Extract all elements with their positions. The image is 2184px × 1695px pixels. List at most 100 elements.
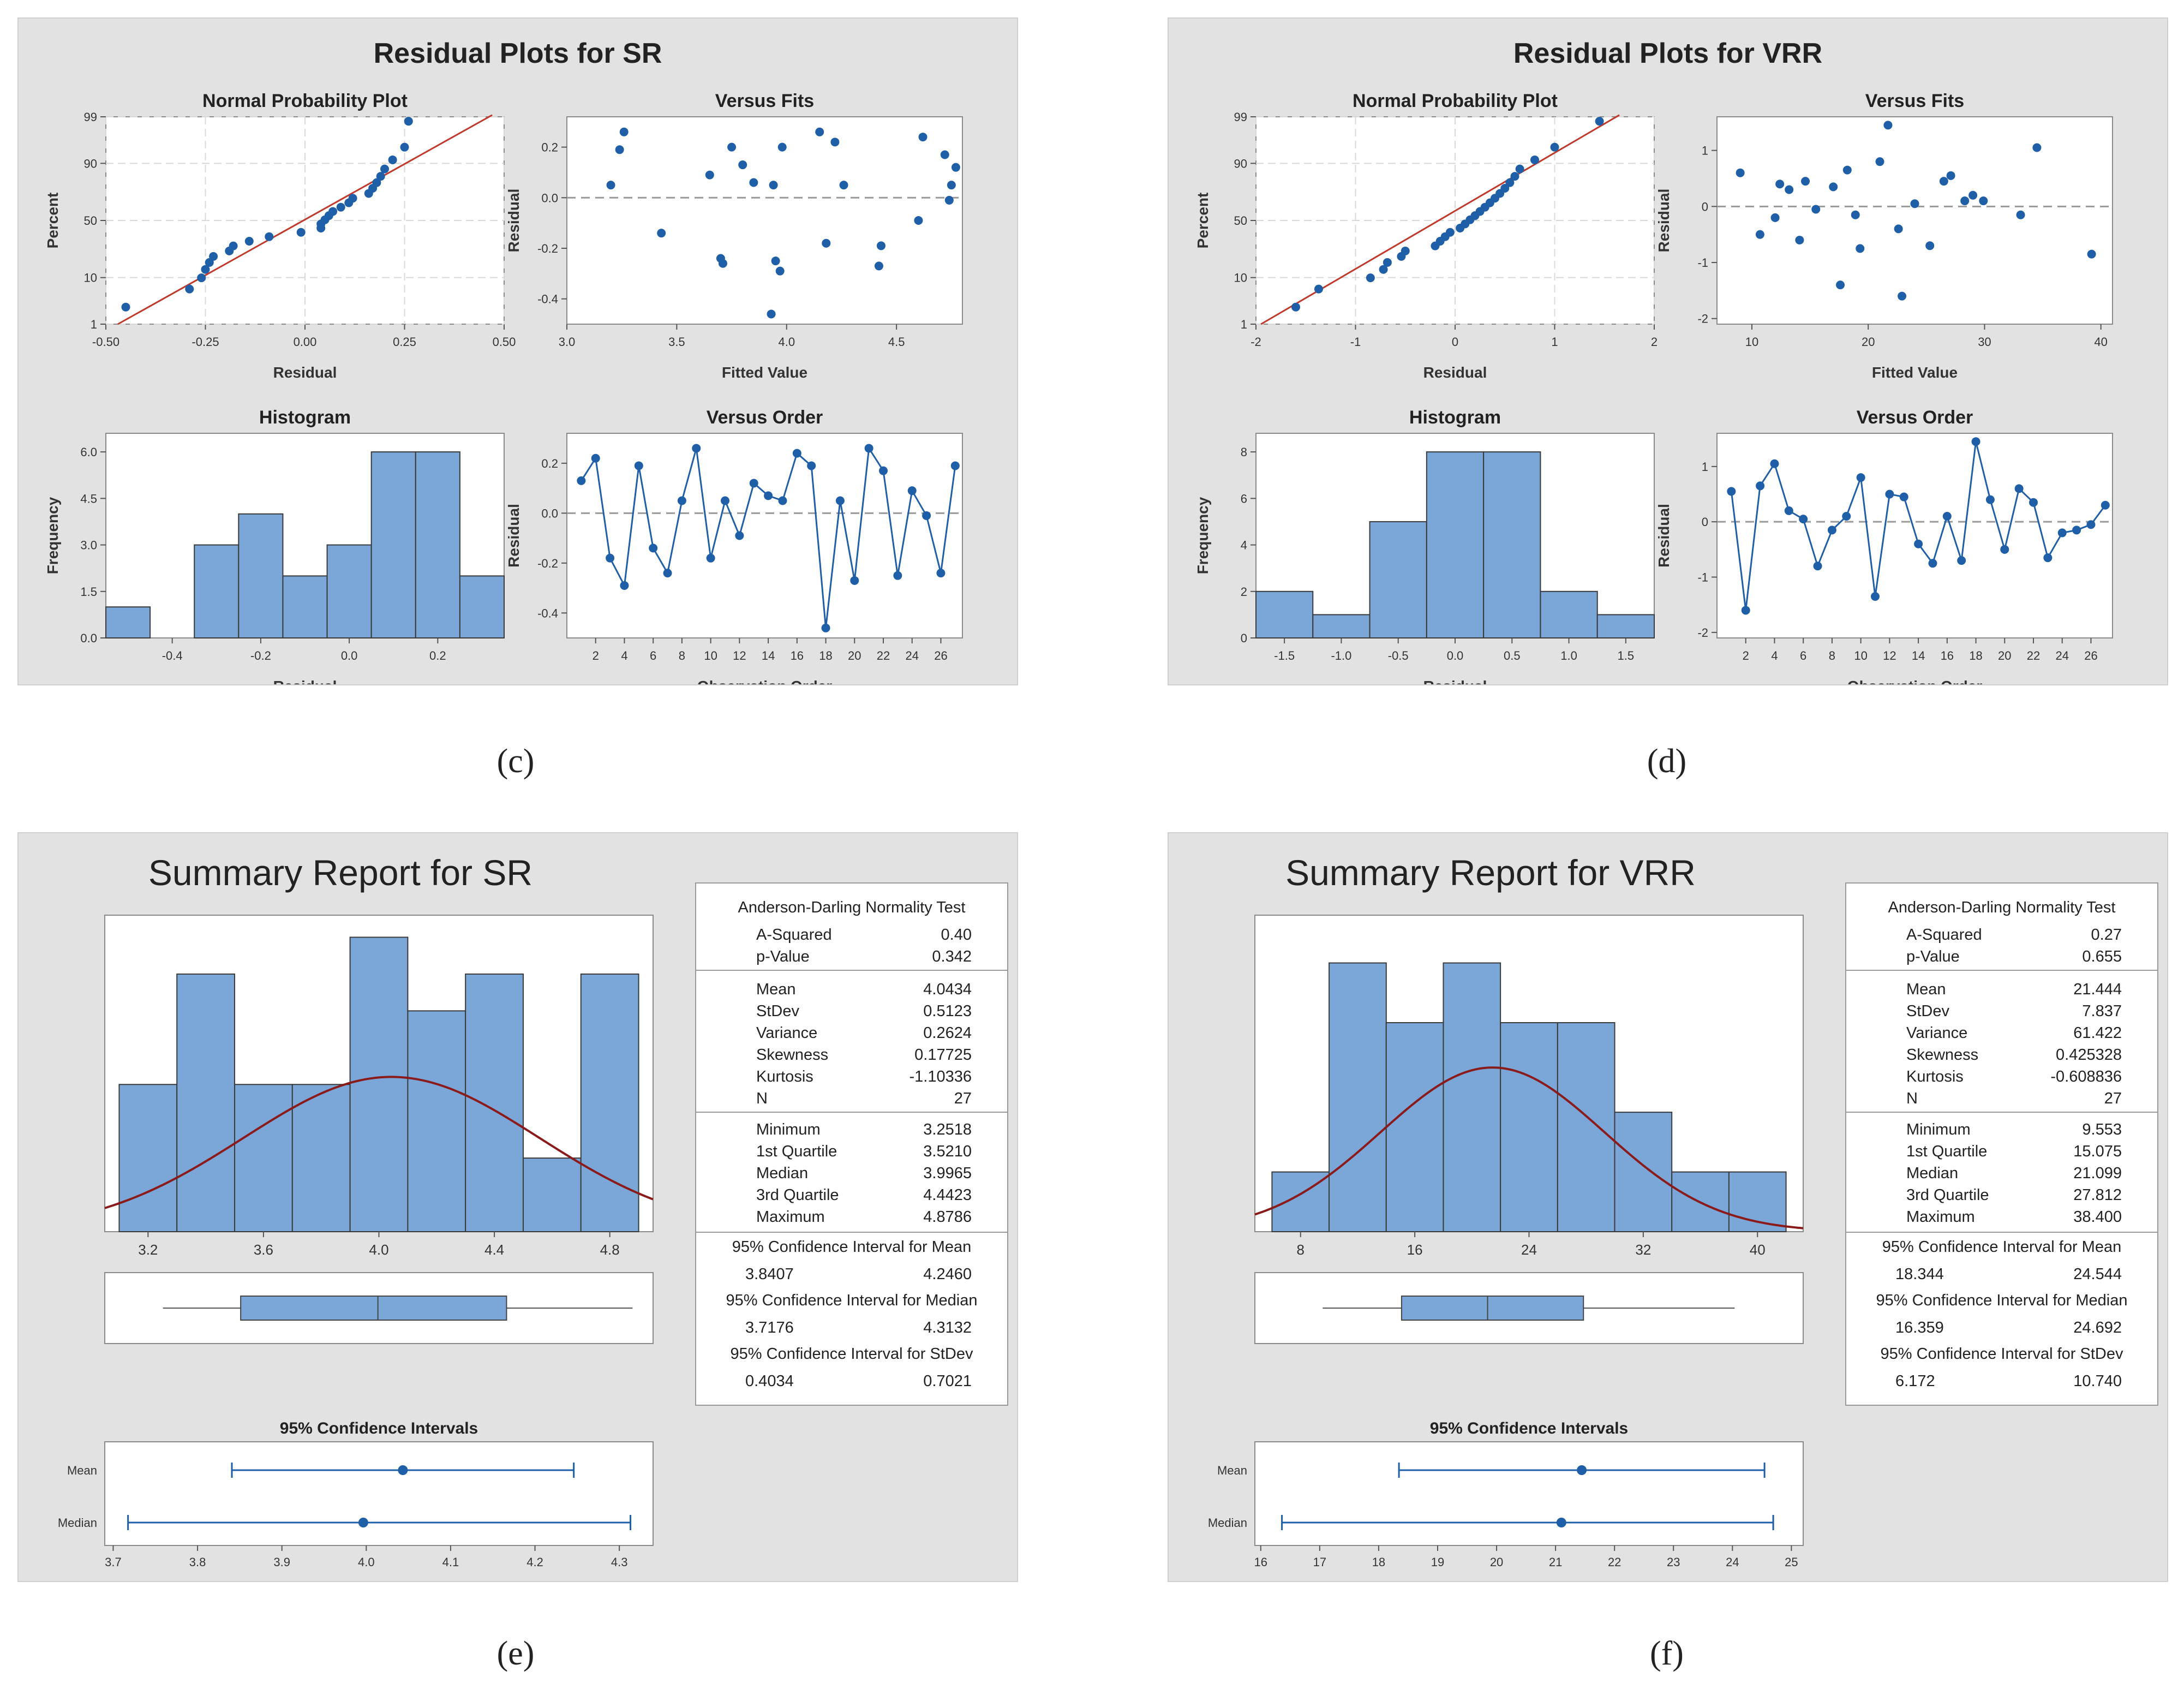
a-squared-value: 0.27 <box>2091 926 2122 944</box>
x-tick-label: -0.2 <box>250 649 271 663</box>
data-point <box>1784 506 1793 515</box>
ci-high-value: 4.2460 <box>923 1266 972 1283</box>
y-tick-label: 90 <box>84 157 97 170</box>
x-tick-label: 25 <box>1785 1555 1798 1569</box>
histogram-bar <box>407 1010 466 1232</box>
data-point <box>1925 241 1935 250</box>
data-point <box>1827 526 1836 535</box>
ci-low-value: 16.359 <box>1895 1319 1944 1336</box>
data-point <box>229 241 238 250</box>
ad-test-title: Anderson-Darling Normality Test <box>738 899 966 916</box>
x-tick-label: 18 <box>1372 1555 1385 1569</box>
data-point <box>1957 556 1966 565</box>
ci-low-value: 0.4034 <box>745 1372 794 1390</box>
y-tick-label: 2 <box>1241 585 1247 599</box>
data-point <box>1314 284 1323 294</box>
y-tick-label: -1 <box>1697 571 1708 584</box>
data-point <box>2016 210 2025 219</box>
x-tick-label: 0.2 <box>429 649 446 663</box>
data-point <box>2072 526 2081 535</box>
histogram-bar <box>459 575 505 639</box>
subplot-title: Versus Fits <box>715 91 814 111</box>
y-tick-label: 1 <box>1241 318 1247 331</box>
data-point <box>1894 224 1903 234</box>
data-point <box>1942 512 1952 521</box>
x-axis-label: Residual <box>273 364 337 381</box>
data-point <box>821 623 830 632</box>
stat-value: 27.812 <box>2073 1186 2122 1204</box>
x-tick-label: 40 <box>2094 335 2107 349</box>
histogram-bar <box>1312 614 1371 638</box>
x-tick-label: 8 <box>679 649 685 663</box>
stat-value: 4.4423 <box>923 1186 972 1204</box>
stat-value: 4.8786 <box>923 1208 972 1226</box>
histogram-bar <box>326 544 372 639</box>
x-tick-label: -1 <box>1350 335 1361 349</box>
ci-estimate <box>398 1465 408 1475</box>
data-point <box>649 544 658 553</box>
x-tick-label: 4.8 <box>600 1242 620 1258</box>
plot-area <box>1716 433 2113 638</box>
data-point <box>1842 512 1851 521</box>
y-tick-label: 99 <box>1234 110 1247 124</box>
y-tick-label: -2 <box>1697 626 1708 640</box>
data-point <box>1770 213 1780 222</box>
stat-label: Median <box>1906 1165 1959 1182</box>
x-tick-label: -1.0 <box>1331 649 1351 663</box>
data-point <box>209 252 218 261</box>
ci-label: 95% Confidence Interval for Median <box>1876 1292 2128 1309</box>
x-tick-label: 20 <box>1862 335 1875 349</box>
x-tick-label: 10 <box>1745 335 1758 349</box>
x-tick-label: -1.5 <box>1274 649 1295 663</box>
x-tick-label: 4.5 <box>888 335 905 349</box>
data-point <box>1505 178 1515 187</box>
y-tick-label: 0.2 <box>541 141 558 154</box>
data-point <box>2029 498 2038 507</box>
a-squared-label: A-Squared <box>756 926 832 944</box>
data-point <box>2043 553 2053 563</box>
subplot-title: Versus Order <box>1857 407 1973 428</box>
divider <box>696 1112 1007 1113</box>
y-axis-label: Residual <box>505 189 522 253</box>
y-tick-label: 10 <box>84 271 97 285</box>
data-point <box>2000 545 2009 554</box>
x-tick-label: 2 <box>1743 649 1749 663</box>
data-point <box>1842 165 1852 175</box>
a-squared-label: A-Squared <box>1906 926 1982 944</box>
stat-value: 7.837 <box>2082 1002 2122 1020</box>
data-point <box>1799 515 1808 524</box>
x-axis-label: Fitted Value <box>722 364 807 381</box>
y-tick-label: 8 <box>1241 445 1247 459</box>
stat-value: 3.9965 <box>923 1165 972 1182</box>
x-tick-label: 16 <box>1407 1242 1423 1258</box>
stat-label: Mean <box>756 981 796 998</box>
data-point <box>1960 196 1970 206</box>
data-point <box>1946 171 1955 180</box>
divider <box>1846 1112 2157 1113</box>
x-tick-label: 19 <box>1431 1555 1444 1569</box>
data-point <box>1445 228 1455 237</box>
data-point <box>1515 164 1524 174</box>
ci-low-value: 6.172 <box>1895 1372 1935 1390</box>
histogram-bar <box>349 936 409 1233</box>
x-tick-label: 20 <box>848 649 861 663</box>
x-tick-label: 16 <box>791 649 804 663</box>
x-tick-label: 18 <box>819 649 832 663</box>
y-tick-label: -0.4 <box>537 293 558 306</box>
x-tick-label: 4.1 <box>442 1555 459 1569</box>
x-tick-label: 10 <box>1854 649 1867 663</box>
subplot-title: Histogram <box>1409 407 1501 428</box>
x-tick-label: 32 <box>1635 1242 1651 1258</box>
data-point <box>1401 246 1410 255</box>
data-point <box>388 155 397 164</box>
x-tick-label: 1.5 <box>1618 649 1635 663</box>
data-point <box>822 238 831 248</box>
x-tick-label: 14 <box>762 649 775 663</box>
data-point <box>749 479 758 488</box>
ci-label: 95% Confidence Interval for Median <box>726 1292 978 1309</box>
x-tick-label: 4.0 <box>778 335 795 349</box>
panel-summary-vrr: Summary Report for VRR 8 16 24 32 40 95% Conf… <box>1168 832 2168 1582</box>
data-point <box>1829 182 1838 192</box>
x-tick-label: 21 <box>1549 1555 1562 1569</box>
data-point <box>1383 258 1392 267</box>
